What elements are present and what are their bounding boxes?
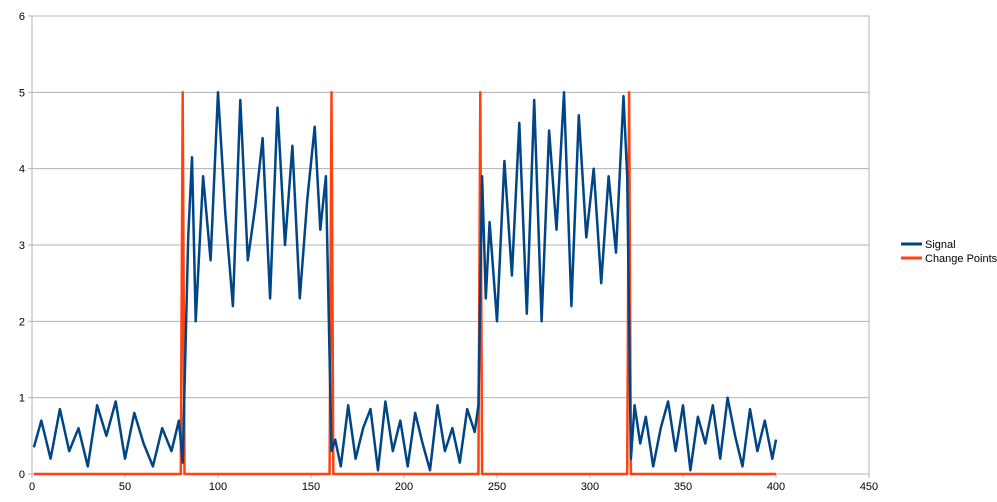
x-tick-label-50: 50 (119, 481, 131, 493)
x-tick-label-350: 350 (674, 481, 692, 493)
legend-label-change-points: Change Points (925, 253, 997, 265)
x-tick-label-150: 150 (302, 481, 320, 493)
grid-lines (32, 15, 869, 475)
series-line-signal (32, 91, 778, 472)
x-tick-label-450: 450 (860, 481, 878, 493)
y-axis: 0 1 2 3 4 5 6 (19, 11, 32, 481)
x-tick-label-100: 100 (209, 481, 227, 493)
x-tick-label-200: 200 (395, 481, 413, 493)
x-axis: 0 50 100 150 200 250 300 350 400 450 (29, 474, 878, 493)
x-tick-label-0: 0 (29, 481, 35, 493)
y-tick-label-3: 3 (19, 240, 25, 252)
x-tick-label-400: 400 (767, 481, 785, 493)
y-tick-label-4: 4 (19, 164, 25, 176)
series-layer (32, 91, 778, 476)
legend-label-signal: Signal (925, 239, 956, 251)
y-tick-label-0: 0 (19, 469, 25, 481)
x-tick-label-300: 300 (581, 481, 599, 493)
y-tick-label-1: 1 (19, 393, 25, 405)
y-tick-label-5: 5 (19, 87, 25, 99)
series-line-change-points (33, 91, 776, 476)
x-tick-label-250: 250 (488, 481, 506, 493)
y-tick-label-2: 2 (19, 316, 25, 328)
y-tick-label-6: 6 (19, 11, 25, 23)
legend: Signal Change Points (901, 239, 997, 265)
